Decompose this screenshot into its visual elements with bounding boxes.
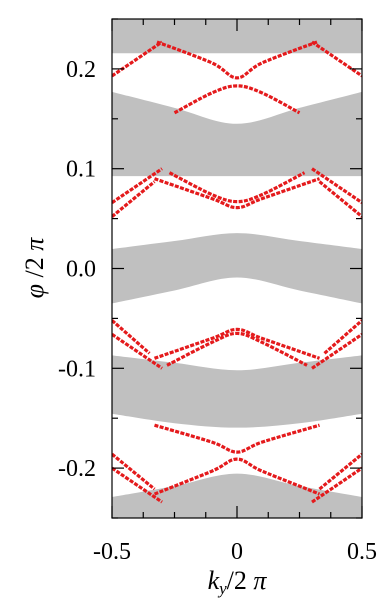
x-tick-labels: -0.5 0 0.5: [93, 539, 377, 565]
edge-state-10: [318, 180, 362, 218]
edge-state-6: [112, 167, 163, 204]
edge-state-16: [323, 319, 362, 355]
band-1: [112, 19, 362, 54]
edge-state-17: [112, 452, 156, 491]
edge-state-15: [311, 333, 362, 370]
edge-state-5: [112, 180, 156, 218]
y-tick-label: 0.1: [66, 157, 96, 183]
band-4: [112, 355, 362, 428]
edge-state-2: [156, 40, 318, 80]
y-axis-title: φ /2 π: [20, 237, 49, 299]
x-tick-label: 0: [231, 539, 243, 565]
x-tick-label: -0.5: [93, 539, 131, 565]
y-tick-label: 0.0: [66, 257, 96, 283]
axis-ticks: [111, 18, 363, 519]
edge-states: [112, 40, 362, 504]
bulk-bands: [112, 19, 362, 518]
edge-state-21: [311, 466, 362, 504]
band-2: [112, 91, 362, 177]
y-tick-label: 0.2: [66, 57, 96, 83]
edge-state-22: [318, 452, 362, 491]
edge-state-3: [173, 84, 301, 115]
band-3: [112, 233, 362, 304]
edge-state-4: [311, 40, 362, 78]
edge-state-8: [168, 171, 306, 204]
edge-state-20: [153, 457, 321, 496]
edge-state-13: [153, 327, 321, 360]
y-tick-label: -0.1: [58, 356, 96, 382]
band-5: [112, 473, 362, 518]
edge-state-9: [311, 167, 362, 204]
edge-state-19: [154, 423, 320, 454]
edge-state-11: [112, 319, 151, 355]
x-tick-label: 0.5: [347, 539, 377, 565]
edge-state-18: [112, 466, 163, 504]
edge-state-14: [166, 331, 308, 367]
x-axis-title: ky/2 π: [208, 566, 268, 598]
edge-state-12: [112, 333, 163, 370]
edge-state-7: [153, 177, 321, 210]
y-tick-labels: -0.2 -0.1 0.0 0.1 0.2: [58, 57, 96, 482]
y-tick-label: -0.2: [58, 456, 96, 482]
